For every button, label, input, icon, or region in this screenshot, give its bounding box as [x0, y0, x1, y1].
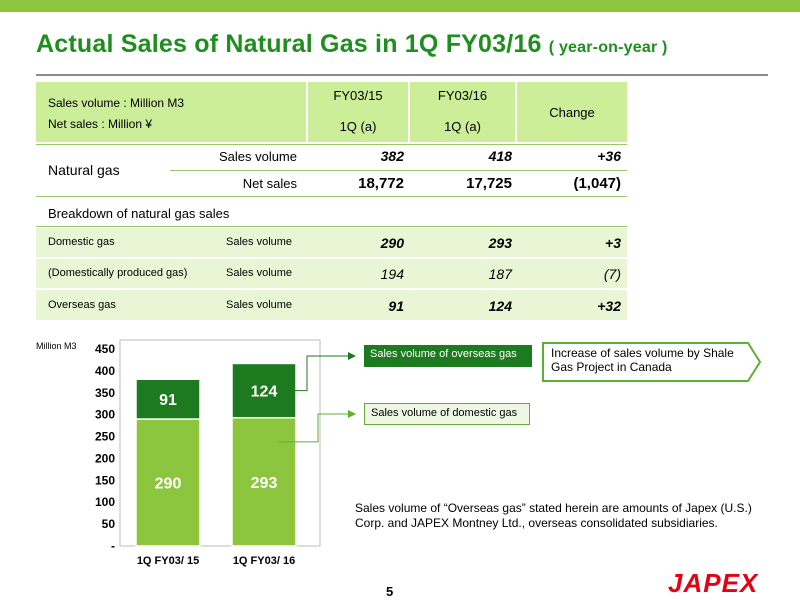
domestic-callout: Sales volume of domestic gas [364, 403, 530, 425]
header-units-line2: Net sales : Million ¥ [48, 117, 153, 131]
japex-logo: JAPEX [668, 568, 759, 598]
natural-gas-row-2-fy16: 17,725 [466, 175, 512, 192]
breakdown-row-bg [36, 259, 627, 288]
bar-data-label: 91 [159, 392, 177, 409]
breakdown-row-2-metric: Sales volume [226, 267, 293, 279]
overseas-callout: Sales volume of overseas gas [364, 345, 532, 367]
natural-gas-row-2-fy15: 18,772 [358, 175, 404, 192]
breakdown-row-3-metric: Sales volume [226, 299, 293, 311]
top-accent-bar [0, 0, 800, 12]
title-rule [36, 74, 768, 76]
breakdown-label: Breakdown of natural gas sales [48, 206, 230, 221]
natural-gas-label: Natural gas [48, 162, 120, 178]
header-fy16-cell [410, 82, 515, 142]
overseas-leader-arrowhead [348, 352, 356, 360]
natural-gas-row-1-label: Sales volume [218, 149, 297, 164]
row-separator [36, 144, 627, 145]
page-title: Actual Sales of Natural Gas in 1Q FY03/1… [36, 30, 668, 59]
natural-gas-row-2-label: Net sales [242, 176, 297, 191]
footnote: Sales volume of “Overseas gas” stated he… [355, 501, 752, 530]
row-separator [36, 196, 627, 197]
natural-gas-row-2-change: (1,047) [573, 175, 621, 192]
bar-segment [231, 362, 297, 419]
natural-gas-row-1-fy15: 382 [380, 148, 404, 164]
row-separator [36, 226, 627, 227]
y-tick-label: 450 [95, 342, 115, 356]
bar-segment [135, 418, 201, 547]
header-units-line1: Sales volume : Million M3 [48, 96, 185, 110]
breakdown-row-1-name: Domestic gas [48, 236, 115, 248]
domestic-leader-arrowhead [348, 410, 356, 418]
breakdown-row-bg [36, 228, 627, 257]
breakdown-row-2-name: (Domestically produced gas) [48, 267, 188, 279]
y-tick-label: 150 [95, 473, 115, 487]
y-tick-label: 250 [95, 430, 115, 444]
breakdown-row-2-fy15: 194 [380, 266, 404, 282]
natural-gas-row-1-change: +36 [597, 148, 621, 164]
header-units-cell [36, 82, 306, 142]
breakdown-row-3-fy15: 91 [388, 298, 404, 314]
x-tick-label: 1Q FY03/ 16 [233, 555, 295, 567]
chart-plot-area [119, 339, 321, 547]
breakdown-row-3-name: Overseas gas [48, 299, 116, 311]
header-change-cell [517, 82, 627, 142]
header-fy16-line2: 1Q (a) [444, 119, 481, 134]
breakdown-row-1-fy16: 293 [488, 235, 512, 251]
breakdown-row-1-metric: Sales volume [226, 236, 293, 248]
breakdown-row-3-change: +32 [597, 298, 621, 314]
x-tick-label: 1Q FY03/ 15 [137, 555, 199, 567]
breakdown-row-1-fy15: 290 [380, 235, 404, 251]
y-tick-label: 50 [102, 517, 116, 531]
overseas-leader-line [278, 355, 348, 392]
breakdown-row-2-fy16: 187 [488, 266, 512, 282]
header-change-label: Change [549, 105, 595, 120]
chart-unit-label: Million M3 [36, 341, 77, 351]
y-tick-label: - [111, 539, 115, 553]
bar-data-label: 124 [251, 384, 278, 401]
y-tick-label: 400 [95, 364, 115, 378]
y-tick-label: 350 [95, 386, 115, 400]
y-tick-label: 300 [95, 408, 115, 422]
natural-gas-row-1-fy16: 418 [488, 148, 512, 164]
y-tick-label: 100 [95, 495, 115, 509]
header-fy15-cell [308, 82, 408, 142]
y-tick-label: 200 [95, 451, 115, 465]
header-fy16-line1: FY03/16 [437, 88, 488, 103]
row-separator [170, 170, 627, 171]
breakdown-row-3-fy16: 124 [488, 298, 512, 314]
page-number: 5 [386, 584, 394, 599]
breakdown-row-2-change: (7) [603, 266, 621, 282]
header-fy15-line2: 1Q (a) [339, 119, 377, 134]
bar-data-label: 290 [155, 476, 182, 493]
bar-segment [135, 378, 201, 420]
breakdown-row-1-change: +3 [605, 235, 621, 251]
header-fy15-line1: FY03/15 [333, 88, 383, 103]
breakdown-row-bg [36, 290, 627, 320]
page-title-main: Actual Sales of Natural Gas in 1Q FY03/1… [36, 30, 542, 58]
page-title-sub: ( year-on-year ) [548, 39, 668, 56]
bar-segment [231, 416, 297, 547]
domestic-leader-line [278, 413, 348, 443]
callout-arrow-text: Increase of sales volume by Shale Gas Pr… [551, 346, 734, 374]
bar-data-label: 293 [251, 475, 278, 492]
